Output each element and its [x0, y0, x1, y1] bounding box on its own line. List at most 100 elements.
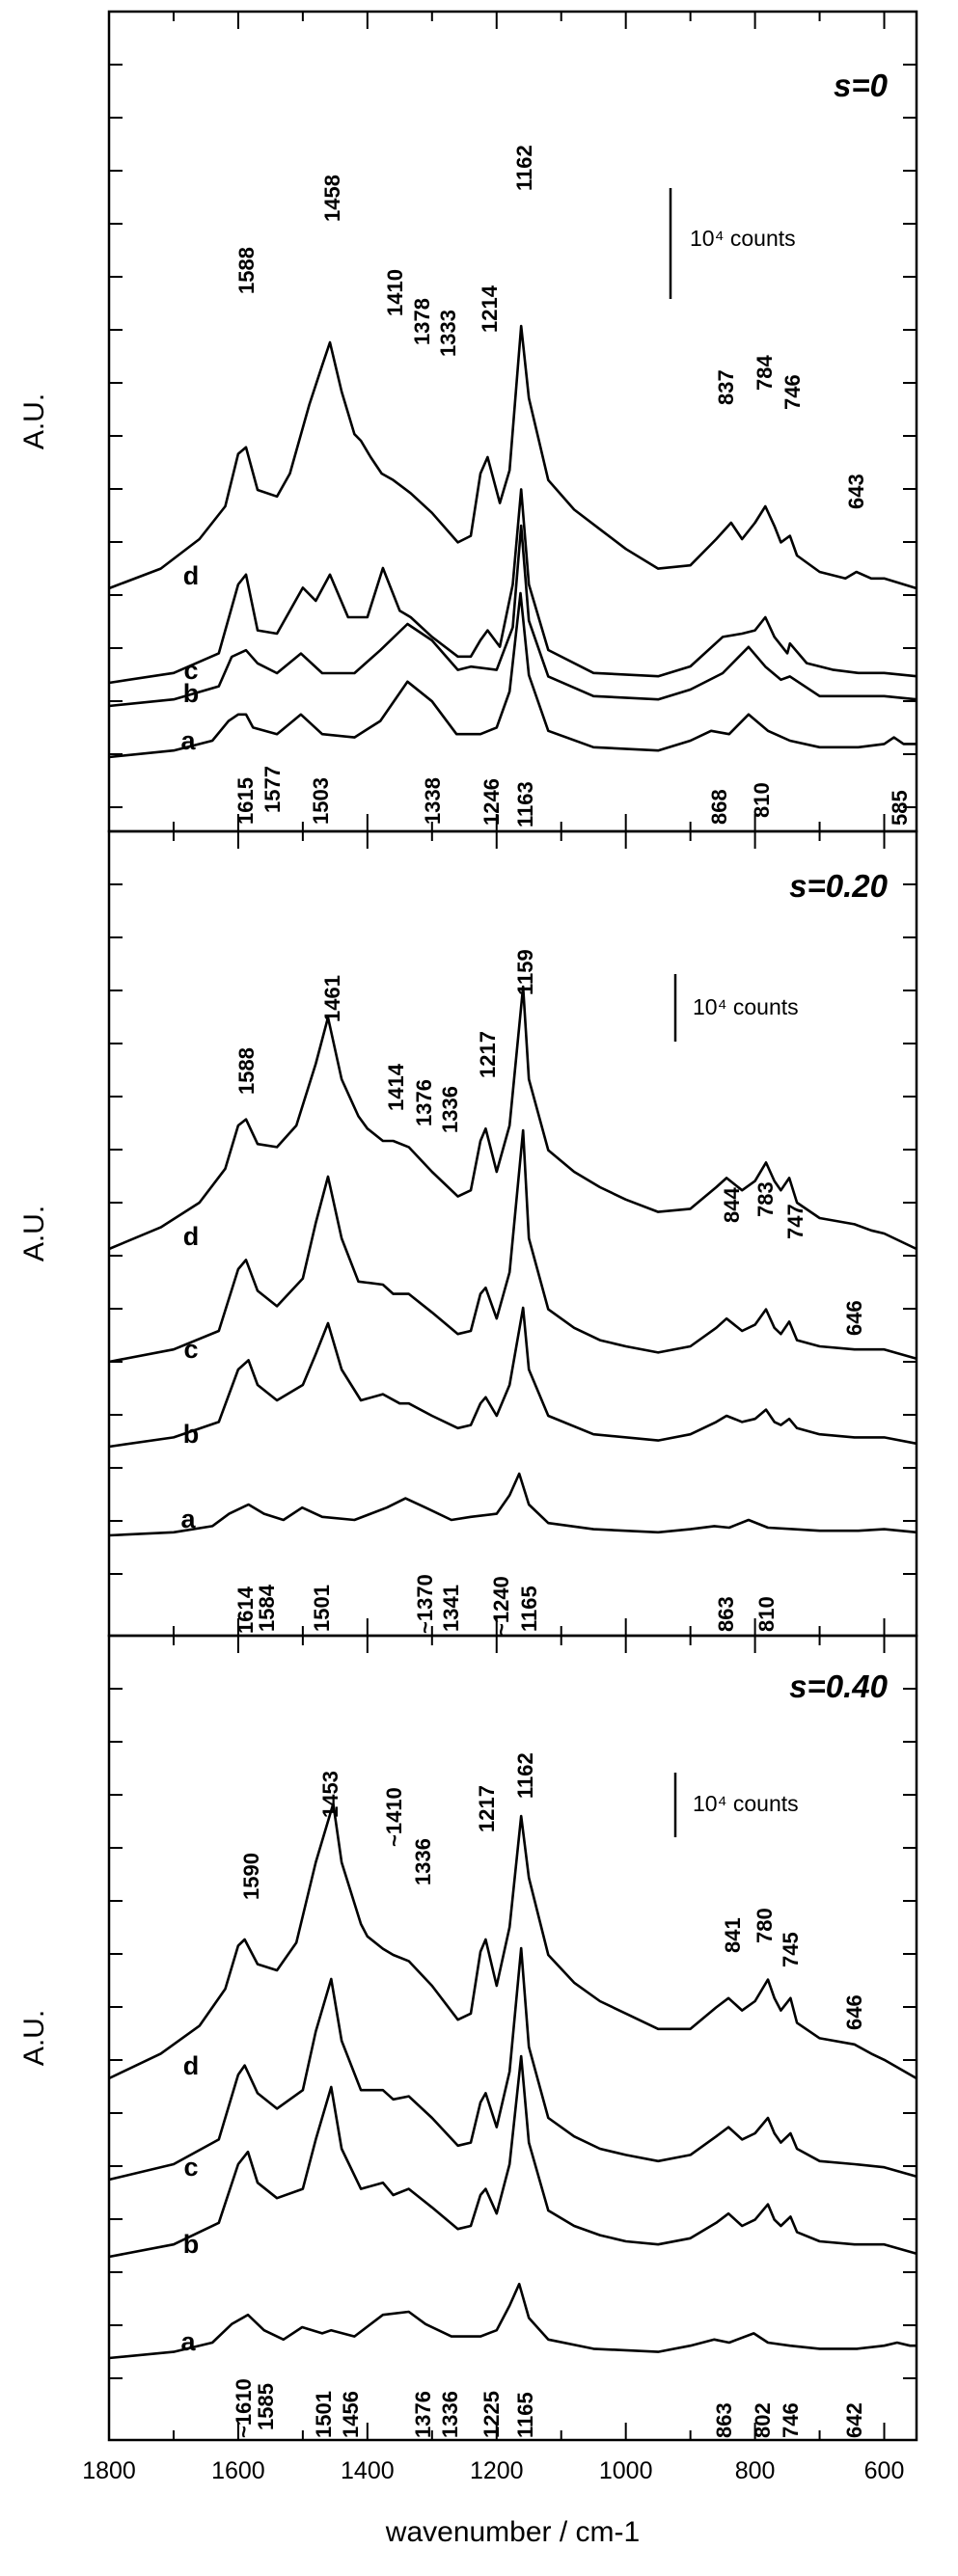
peak-label: 1585 — [254, 2383, 278, 2430]
peak-label: 1590 — [239, 1853, 263, 1900]
peak-label: 1214 — [478, 285, 502, 333]
peak-label: 784 — [753, 355, 777, 391]
series-line-a — [108, 2282, 917, 2360]
series-line-a — [108, 591, 917, 759]
series-label-b: b — [183, 1420, 200, 1449]
peak-label: 1615 — [233, 777, 258, 825]
peak-label: 1453 — [318, 1771, 342, 1818]
peak-label: 1458 — [320, 175, 344, 222]
series-label-a: a — [180, 1505, 196, 1533]
peak-label: 1376 — [412, 1079, 436, 1126]
peak-label: 810 — [754, 1596, 779, 1632]
peak-label: 1163 — [513, 781, 537, 827]
peak-label: 1336 — [438, 1086, 462, 1133]
peak-label: ~1240 — [489, 1576, 513, 1636]
peak-label: 1217 — [476, 1031, 500, 1078]
x-tick-label: 800 — [735, 2457, 776, 2484]
series-line-c — [108, 1946, 917, 2182]
series-label-d: d — [183, 2051, 200, 2080]
panel-1: A.U. s=0.20 10⁴ counts a b c d 1461 1159 1414 1376… — [18, 829, 918, 1638]
series-label-b: b — [183, 2230, 200, 2259]
panel-title: s=0.40 — [789, 1668, 888, 1704]
peak-label: 863 — [712, 2402, 736, 2438]
peak-label: 1159 — [513, 949, 537, 995]
scale-bar-label: 10⁴ counts — [693, 994, 799, 1019]
peak-label: 1246 — [479, 778, 504, 826]
peak-label: 746 — [780, 374, 805, 410]
peak-label: 585 — [888, 790, 912, 826]
peak-label: 1410 — [383, 269, 407, 316]
peak-label: 643 — [844, 474, 868, 509]
peak-label: 1588 — [234, 247, 259, 294]
peak-label: 1503 — [309, 777, 333, 825]
series-label-c: c — [183, 2153, 198, 2182]
x-tick-label: 1000 — [599, 2457, 653, 2484]
peak-label: 1577 — [260, 766, 285, 813]
peak-label: 1162 — [513, 1752, 537, 1799]
x-tick-label: 1800 — [82, 2457, 136, 2484]
series-label-d: d — [183, 1222, 200, 1251]
series-label-c: c — [183, 656, 198, 685]
series-label-c: c — [183, 1335, 198, 1364]
y-axis-label: A.U. — [18, 393, 50, 449]
peak-label: 1336 — [438, 2391, 462, 2438]
peak-label: 837 — [714, 369, 738, 405]
peak-label: 1456 — [339, 2391, 363, 2438]
x-tick-label: 1600 — [211, 2457, 265, 2484]
peak-label: 1165 — [513, 2392, 537, 2438]
series-line-b — [108, 2054, 917, 2259]
y-axis-label: A.U. — [18, 2010, 50, 2066]
peak-label: 802 — [751, 2402, 775, 2438]
series-line-d — [108, 324, 917, 590]
series-line-c — [108, 1128, 917, 1364]
plot-frame — [107, 1634, 918, 2442]
series-label-d: d — [183, 561, 200, 590]
peak-label: 1333 — [436, 310, 460, 357]
scale-bar-label: 10⁴ counts — [690, 226, 796, 251]
series-line-d — [108, 1802, 917, 2080]
peak-label: 1162 — [512, 145, 536, 191]
series-label-a: a — [180, 2327, 196, 2356]
peak-label: 1225 — [479, 2391, 504, 2438]
x-tick-label: 1400 — [341, 2457, 395, 2484]
peak-label: 642 — [842, 2402, 866, 2438]
scale-bar-label: 10⁴ counts — [693, 1791, 799, 1816]
peak-label: 1414 — [384, 1063, 408, 1111]
peak-label: 868 — [707, 789, 731, 825]
panel-title: s=0.20 — [789, 868, 888, 904]
peak-label: 1165 — [517, 1586, 541, 1632]
series-line-c — [108, 488, 917, 685]
peak-label: 1501 — [310, 1585, 334, 1632]
peak-label: ~1410 — [382, 1787, 406, 1847]
series-line-a — [108, 1472, 917, 1537]
series-line-b — [108, 524, 917, 708]
peak-label: 844 — [720, 1187, 744, 1223]
peak-label: 863 — [714, 1596, 738, 1632]
peak-label: ~1610 — [232, 2378, 256, 2438]
x-axis-label: wavenumber / cm-1 — [385, 2516, 640, 2548]
peak-label: 745 — [779, 1932, 803, 1967]
peak-label: 646 — [842, 1994, 866, 2030]
peak-label: 783 — [753, 1181, 778, 1217]
x-tick-label: 1200 — [470, 2457, 524, 2484]
peak-label: 746 — [779, 2402, 803, 2438]
peak-label: 1501 — [312, 2391, 336, 2438]
peak-label: 1336 — [411, 1838, 435, 1885]
peak-label: 780 — [753, 1908, 777, 1943]
series-label-a: a — [180, 726, 196, 755]
peak-label: 1341 — [439, 1585, 463, 1632]
x-tick-label: 600 — [864, 2457, 905, 2484]
peak-label: 810 — [750, 782, 774, 818]
y-axis-label: A.U. — [18, 1206, 50, 1261]
series-label-b: b — [183, 679, 200, 708]
peak-label: 1584 — [255, 1584, 279, 1632]
peak-label: 1338 — [421, 777, 445, 825]
peak-label: 1217 — [475, 1785, 499, 1832]
series-line-d — [108, 985, 917, 1251]
peak-label: 1588 — [234, 1047, 259, 1095]
peak-label: 747 — [783, 1204, 807, 1239]
